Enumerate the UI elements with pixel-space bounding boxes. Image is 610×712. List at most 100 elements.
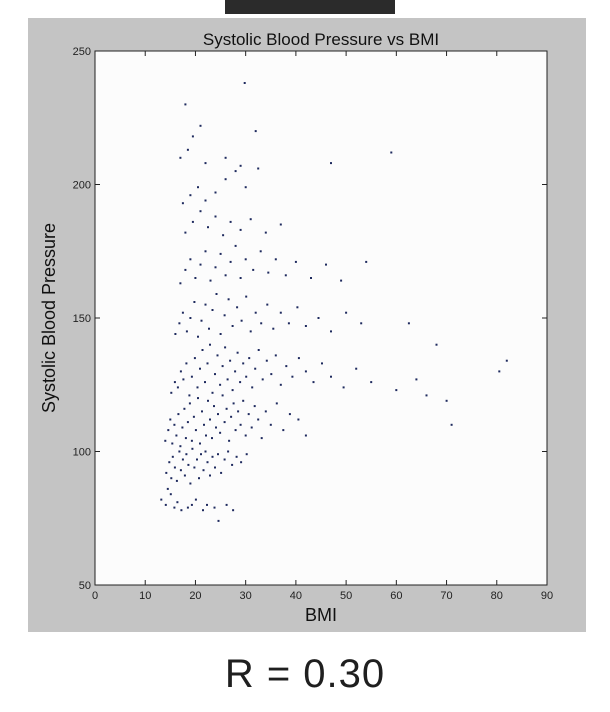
- data-point: [193, 466, 196, 469]
- data-point: [167, 429, 170, 432]
- data-point: [173, 466, 176, 469]
- data-point: [236, 306, 239, 309]
- data-point: [216, 354, 219, 357]
- data-point: [214, 215, 217, 218]
- ticks-layer: 0 10 20 30 40 50 60 70 80 90 50 100 150 200 250: [73, 46, 553, 602]
- data-point: [317, 317, 320, 319]
- data-point: [505, 359, 508, 362]
- data-point: [257, 418, 260, 421]
- data-point: [390, 151, 393, 154]
- data-point: [204, 381, 206, 384]
- data-point: [240, 461, 243, 464]
- data-point: [251, 386, 254, 389]
- data-point: [257, 349, 260, 351]
- data-point: [164, 439, 167, 442]
- x-tick-label: 30: [240, 590, 252, 602]
- data-point: [252, 268, 255, 271]
- data-point: [321, 362, 323, 365]
- data-point: [297, 357, 300, 360]
- data-point: [445, 399, 448, 402]
- data-point: [279, 311, 282, 314]
- data-point: [219, 333, 222, 335]
- data-point: [243, 82, 246, 84]
- y-tick-label: 150: [73, 313, 91, 325]
- data-point: [229, 220, 232, 223]
- data-point: [296, 306, 299, 309]
- data-point: [204, 199, 207, 202]
- data-point: [169, 418, 172, 421]
- data-point: [209, 279, 212, 282]
- data-point: [185, 330, 188, 333]
- data-point: [179, 445, 182, 448]
- data-point: [178, 322, 181, 325]
- data-point: [279, 223, 282, 226]
- data-point: [274, 258, 277, 261]
- data-point: [249, 330, 252, 333]
- data-point: [365, 260, 368, 263]
- data-point: [245, 375, 248, 378]
- data-point: [165, 471, 168, 474]
- data-point: [261, 378, 264, 381]
- data-point: [232, 402, 235, 405]
- scatter-plot: 0 10 20 30 40 50 60 70 80 90 50 100 150 200 250 Systol…: [39, 30, 553, 625]
- data-point: [214, 191, 217, 194]
- data-point: [198, 477, 200, 480]
- data-point: [231, 463, 234, 466]
- data-point: [184, 231, 187, 234]
- data-point: [207, 226, 209, 229]
- data-point: [186, 148, 189, 151]
- data-point: [175, 479, 178, 482]
- data-point: [196, 458, 198, 461]
- data-point: [185, 453, 188, 456]
- data-point: [166, 487, 169, 490]
- data-point: [260, 437, 263, 440]
- data-point: [176, 501, 179, 504]
- data-point: [330, 162, 332, 165]
- data-point: [224, 156, 227, 159]
- data-point: [240, 319, 243, 322]
- data-point: [231, 325, 234, 327]
- data-point: [189, 194, 192, 197]
- data-point: [175, 434, 178, 437]
- data-point: [232, 509, 235, 512]
- data-point: [199, 210, 202, 213]
- data-point: [370, 381, 373, 384]
- data-point: [197, 186, 199, 189]
- data-point: [234, 170, 237, 173]
- data-point: [214, 266, 217, 269]
- data-point: [200, 453, 202, 456]
- data-point: [230, 415, 233, 418]
- points-layer: [160, 82, 508, 522]
- data-point: [272, 327, 275, 330]
- data-point: [171, 442, 174, 445]
- data-point: [224, 274, 227, 277]
- data-point: [200, 319, 203, 322]
- data-point: [186, 421, 189, 424]
- x-tick-label: 80: [491, 590, 503, 602]
- data-point: [248, 357, 251, 360]
- data-point: [260, 322, 263, 325]
- data-point: [265, 359, 268, 362]
- data-point: [213, 405, 215, 408]
- data-point: [223, 458, 226, 461]
- data-point: [227, 298, 230, 301]
- data-point: [202, 509, 204, 512]
- data-point: [204, 162, 207, 165]
- data-point: [223, 314, 226, 317]
- data-point: [209, 418, 211, 421]
- data-point: [217, 413, 219, 416]
- data-point: [191, 135, 194, 138]
- data-point: [179, 156, 182, 159]
- data-point: [231, 389, 234, 392]
- data-point: [199, 367, 201, 370]
- data-point: [184, 268, 187, 271]
- data-point: [206, 503, 208, 506]
- data-point: [498, 370, 501, 373]
- data-point: [270, 373, 273, 376]
- data-point: [190, 503, 193, 506]
- data-point: [197, 397, 199, 400]
- data-point: [435, 343, 438, 346]
- data-point: [279, 383, 282, 386]
- data-point: [234, 244, 237, 247]
- data-point: [173, 506, 176, 509]
